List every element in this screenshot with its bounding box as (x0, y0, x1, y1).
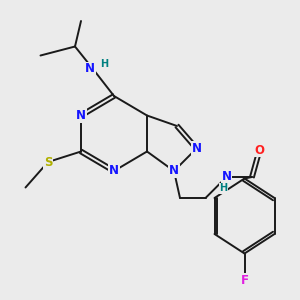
Text: N: N (169, 164, 179, 178)
Text: F: F (241, 274, 248, 287)
Text: O: O (254, 143, 265, 157)
Text: N: N (191, 142, 202, 155)
Text: H: H (219, 183, 228, 194)
Text: N: N (85, 62, 95, 76)
Text: N: N (109, 164, 119, 178)
Text: N: N (221, 170, 232, 184)
Text: H: H (100, 58, 109, 69)
Text: S: S (44, 155, 52, 169)
Text: N: N (76, 109, 86, 122)
